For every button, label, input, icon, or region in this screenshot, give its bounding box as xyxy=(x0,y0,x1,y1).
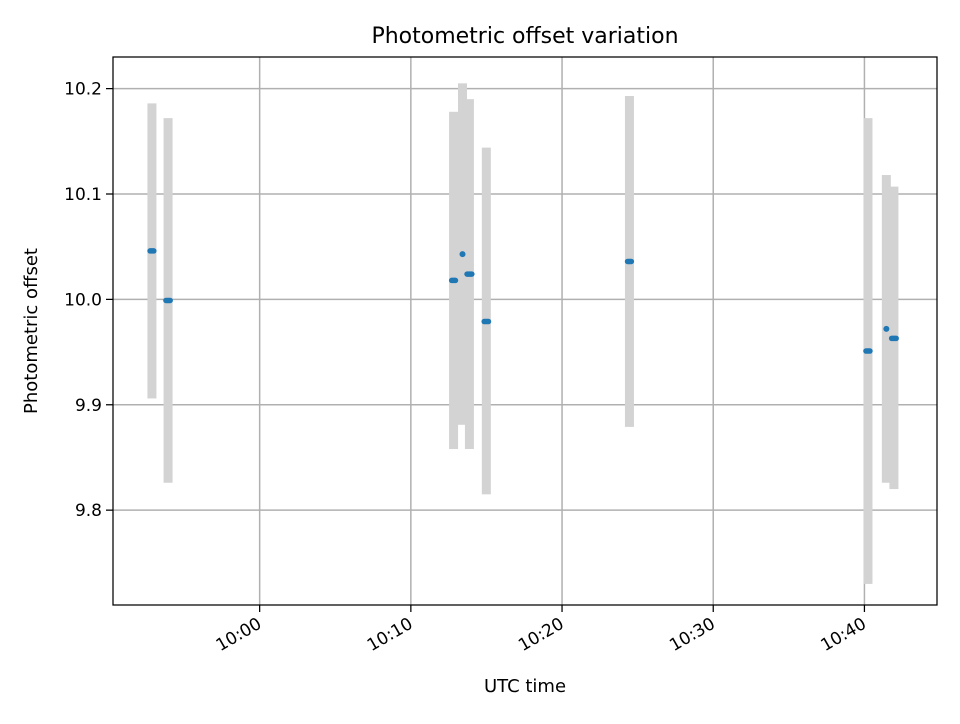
data-point xyxy=(459,251,466,258)
chart-title: Photometric offset variation xyxy=(371,24,678,49)
plot-area-frame xyxy=(112,56,938,606)
y-tick-label: 9.8 xyxy=(75,501,102,521)
y-axis-ticks: 9.8 9.9 10.0 10.1 10.2 xyxy=(64,80,113,521)
data-point xyxy=(883,325,890,332)
data-points xyxy=(147,248,899,354)
y-tick-label: 10.0 xyxy=(64,290,102,310)
y-tick-label: 10.2 xyxy=(64,80,102,100)
y-tick-label: 9.9 xyxy=(75,396,102,416)
y-tick-label: 10.1 xyxy=(64,185,102,205)
y-axis-label: Photometric offset xyxy=(21,248,42,414)
x-axis-label: UTC time xyxy=(484,676,566,697)
